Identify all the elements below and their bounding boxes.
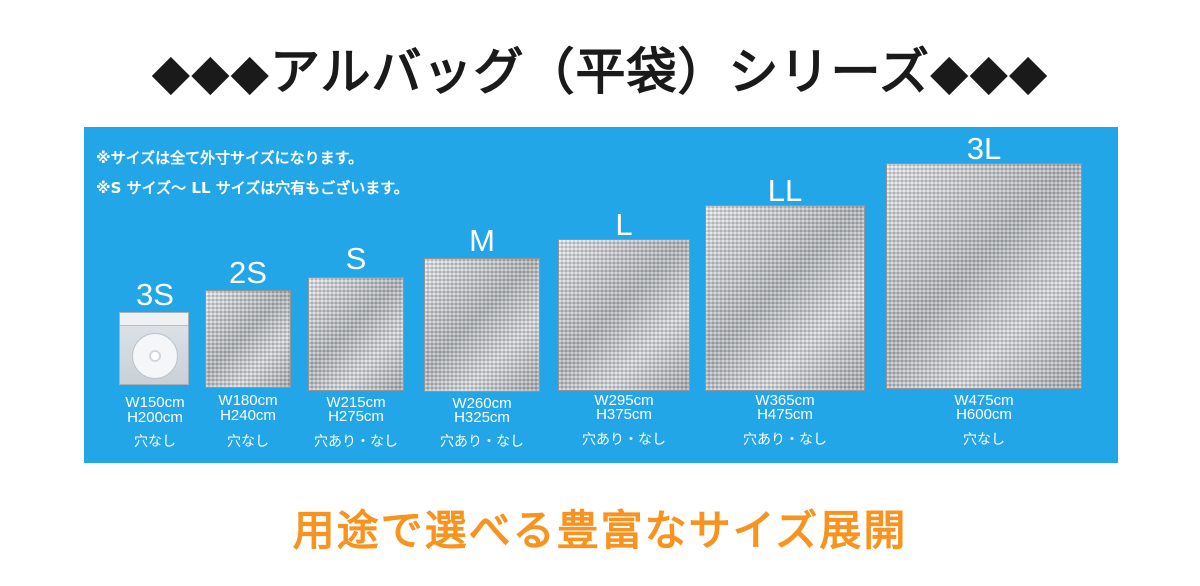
hole-option: 穴あり・なし: [743, 432, 827, 448]
width-value: W295cm: [594, 392, 654, 409]
page-title: ◆◆◆アルバッグ（平袋）シリーズ◆◆◆: [151, 43, 1049, 101]
hole-option: 穴あり・なし: [314, 434, 398, 450]
size-item-3l: 3L W475cm H600cm 穴なし: [886, 133, 1082, 459]
hole-option: 穴あり・なし: [582, 432, 666, 448]
height-value: H275cm: [328, 408, 384, 425]
bag-image: [308, 277, 404, 391]
size-label: LL: [767, 173, 803, 208]
bag-image: [205, 290, 291, 388]
size-item-2s: 2S W180cm H240cm 穴なし: [205, 257, 291, 459]
size-label: M: [469, 223, 495, 258]
width-value: W180cm: [218, 392, 278, 409]
size-label: S: [345, 241, 367, 276]
width-value: W215cm: [326, 394, 386, 411]
size-label: 2S: [229, 255, 267, 290]
width-value: W260cm: [452, 395, 512, 412]
hole-option: 穴なし: [227, 434, 269, 450]
width-value: W475cm: [954, 392, 1014, 409]
note-outer-size: ※サイズは全て外寸サイズになります。: [96, 149, 364, 167]
size-item-l: L W295cm H375cm 穴あり・なし: [558, 209, 690, 459]
height-value: H600cm: [956, 406, 1012, 423]
size-item-s: S W215cm H275cm 穴あり・なし: [308, 243, 404, 459]
bag-image: [424, 258, 540, 392]
cd-disc-icon: [132, 333, 178, 379]
bag-image: [886, 163, 1082, 389]
bag-image: [558, 239, 690, 391]
bag-image: [119, 312, 189, 385]
bag-flap: [120, 313, 188, 326]
hole-option: 穴なし: [134, 434, 176, 450]
size-label: 3S: [136, 277, 174, 312]
bag-image: [705, 205, 865, 391]
note-hole-option: ※S サイズ～ LL サイズは穴有もございます。: [96, 179, 409, 197]
size-label: L: [615, 207, 633, 242]
height-value: H200cm: [127, 409, 183, 426]
size-item-m: M W260cm H325cm 穴あり・なし: [424, 225, 540, 459]
size-notes: ※サイズは全て外寸サイズになります。 ※S サイズ～ LL サイズは穴有もござい…: [96, 143, 409, 203]
height-value: H240cm: [220, 407, 276, 424]
width-value: W150cm: [125, 394, 185, 411]
size-chart-panel: ※サイズは全て外寸サイズになります。 ※S サイズ～ LL サイズは穴有もござい…: [84, 127, 1118, 463]
height-value: H475cm: [757, 406, 813, 423]
tagline: 用途で選べる豊富なサイズ展開: [292, 506, 908, 555]
width-value: W365cm: [755, 392, 815, 409]
height-value: H325cm: [454, 409, 510, 426]
hole-option: 穴なし: [963, 432, 1005, 448]
height-value: H375cm: [596, 406, 652, 423]
size-label: 3L: [966, 131, 1002, 166]
hole-option: 穴あり・なし: [440, 434, 524, 450]
size-item-3s: 3S W150cm H200cm 穴なし: [115, 279, 195, 459]
size-item-ll: LL W365cm H475cm 穴あり・なし: [705, 175, 865, 459]
